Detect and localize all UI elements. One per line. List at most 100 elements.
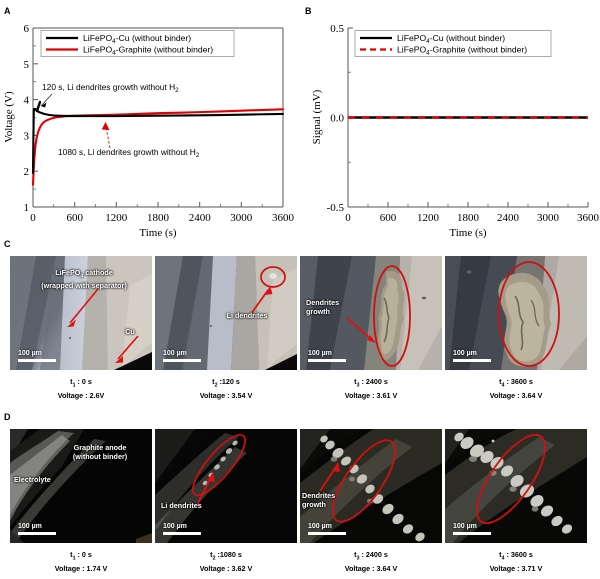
- frame-c3[interactable]: Dendrites growth 100 µm: [300, 256, 442, 370]
- caption-c1: t1 : 0 s Voltage : 2.6V: [57, 377, 105, 400]
- panel-a-ytick-3: 4: [24, 95, 30, 107]
- frame-c1[interactable]: LiFePO4 cathode (wrapped with separator)…: [10, 256, 152, 370]
- frame-c2[interactable]: Li dendrites 100 µm: [155, 256, 297, 370]
- frame-d2[interactable]: Li dendrites 100 µm: [155, 429, 297, 543]
- electrolyte-label: Electrolyte: [14, 475, 51, 484]
- panel-label-a: A: [4, 6, 11, 16]
- panel-a-xlabel: Time (s): [139, 227, 177, 239]
- panel-a-legend-1-pre: LiFePO: [83, 45, 112, 55]
- panel-a-annotation-graphite: 1080 s, Li dendrites growth without H2: [58, 122, 200, 159]
- scale-bar: 100 µm: [453, 350, 491, 362]
- frame-d1-image: [10, 429, 152, 543]
- svg-text:LiFePO4-Cu (without binder): LiFePO4-Cu (without binder): [83, 33, 191, 45]
- panel-label-c: C: [4, 239, 11, 249]
- frame-c3-image: [300, 256, 442, 370]
- frame-c4-image: [445, 256, 587, 370]
- annot-cu-text: 120 s, Li dendrites growth without H: [42, 82, 175, 92]
- panel-b-legend-1-sub: 4: [426, 50, 430, 57]
- frame-d1[interactable]: Graphite anode (without binder) Electrol…: [10, 429, 152, 543]
- panel-b-xtick-0: 0: [345, 212, 351, 224]
- panel-a-legend-0-sub: 4: [112, 38, 116, 45]
- scale-bar: 100 µm: [453, 523, 491, 535]
- svg-text:LiFePO4-Graphite (without bind: LiFePO4-Graphite (without binder): [397, 45, 527, 57]
- frame-d4[interactable]: 100 µm: [445, 429, 587, 543]
- panel-b-xtick-3: 1800: [457, 212, 480, 224]
- panel-a-legend-1-post: -Graphite (without binder): [116, 45, 214, 55]
- panel-b-ytick-0: -0.5: [327, 202, 345, 214]
- panel-a-legend-0-post: -Cu (without binder): [116, 33, 192, 43]
- frame-d4-image: [445, 429, 587, 543]
- panel-a-series: [31, 107, 285, 186]
- panel-a-axes: [32, 27, 284, 208]
- panel-label-b: B: [305, 6, 312, 16]
- caption-d4: t4 : 3600 s Voltage : 3.71 V: [489, 550, 543, 573]
- panel-a-xtick-6: 3600: [272, 212, 295, 224]
- panel-a-ytick-0: 1: [24, 202, 30, 214]
- li-dendrites-label: Li dendrites: [226, 311, 268, 320]
- scale-bar: 100 µm: [163, 350, 201, 362]
- panel-a-ytick-4: 5: [24, 59, 30, 71]
- svg-text:1080 s, Li dendrites growth wi: 1080 s, Li dendrites growth without H2: [58, 147, 200, 159]
- panel-a-legend-1-sub: 4: [112, 50, 116, 57]
- frame-c4[interactable]: 100 µm: [445, 256, 587, 370]
- panel-b-legend-1-pre: LiFePO: [397, 45, 426, 55]
- frame-d3[interactable]: Dendrites growth 100 µm: [300, 429, 442, 543]
- panel-b-legend: LiFePO4-Cu (without binder) LiFePO4-Grap…: [354, 30, 552, 57]
- panel-b-ylabel: Signal (mV): [311, 89, 323, 144]
- panel-b-xtick-1: 600: [380, 212, 397, 224]
- panel-b-chart: -0.5 0.0 0.5 0 600 1200 1800 2400 3000 3…: [300, 10, 600, 240]
- panel-a-xtick-2: 1200: [105, 212, 128, 224]
- caption-c4: t4 : 3600 s Voltage : 3.64 V: [489, 377, 543, 400]
- panel-a-xtick-3: 1800: [147, 212, 170, 224]
- panel-b-ytick-1: 0.0: [330, 113, 344, 125]
- cu-label: Cu: [125, 327, 135, 336]
- panel-b-legend-1-post: -Graphite (without binder): [430, 45, 528, 55]
- panel-a-xtick-0: 0: [30, 212, 36, 224]
- svg-text:120 s, Li dendrites growth wit: 120 s, Li dendrites growth without H2: [42, 82, 179, 94]
- panel-b-xtick-4: 2400: [497, 212, 520, 224]
- frame-c1-image: [10, 256, 152, 370]
- panel-a-legend-0-pre: LiFePO: [83, 33, 112, 43]
- annot-gr-sub: 2: [196, 152, 200, 159]
- caption-d2: t2 :1080 s Voltage : 3.62 V: [199, 550, 253, 573]
- caption-c3: t3 : 2400 s Voltage : 3.61 V: [344, 377, 398, 400]
- dendrites-growth-label: Dendrites growth: [306, 298, 340, 316]
- panel-a-xtick-4: 2400: [189, 212, 212, 224]
- panel-a-xtick-5: 3000: [230, 212, 253, 224]
- caption-d3: t3 : 2400 s Voltage : 3.64 V: [344, 550, 398, 573]
- scale-bar: 100 µm: [18, 523, 56, 535]
- cathode-label: LiFePO4 cathode (wrapped with separator): [41, 268, 127, 291]
- panel-b-xtick-2: 1200: [417, 212, 440, 224]
- panel-a-legend: LiFePO4-Cu (without binder) LiFePO4-Grap…: [40, 30, 235, 57]
- panel-a-ytick-2: 3: [24, 130, 30, 142]
- annot-gr-text: 1080 s, Li dendrites growth without H: [58, 147, 196, 157]
- caption-c2: t2 :120 s Voltage : 3.54 V: [199, 377, 253, 400]
- panel-a-annotation-cu: 120 s, Li dendrites growth without H2: [35, 82, 179, 113]
- svg-text:LiFePO4-Cu (without binder): LiFePO4-Cu (without binder): [397, 33, 505, 45]
- panel-b-xtick-6: 3600: [577, 212, 600, 224]
- panel-a-ylabel: Voltage (V): [3, 91, 15, 143]
- panel-b-xtick-5: 3000: [537, 212, 560, 224]
- panel-b-legend-0-pre: LiFePO: [397, 33, 426, 43]
- frame-c2-image: [155, 256, 297, 370]
- panel-a-ytick-1: 2: [24, 166, 30, 178]
- li-dendrites-label: Li dendrites: [161, 501, 202, 510]
- frame-d3-image: [300, 429, 442, 543]
- graphite-anode-label: Graphite anode (without binder): [72, 443, 128, 461]
- panel-a-xtick-1: 600: [66, 212, 83, 224]
- panel-a-ytick-5: 6: [24, 23, 30, 35]
- panel-label-d: D: [4, 412, 11, 422]
- scale-bar: 100 µm: [163, 523, 201, 535]
- svg-text:LiFePO4-Graphite (without bind: LiFePO4-Graphite (without binder): [83, 45, 213, 57]
- panel-b-legend-0-post: -Cu (without binder): [430, 33, 506, 43]
- dendrites-growth-label: Dendrites growth: [302, 491, 336, 509]
- scale-bar: 100 µm: [18, 350, 56, 362]
- scale-bar: 100 µm: [308, 523, 346, 535]
- panel-b-legend-0-sub: 4: [426, 38, 430, 45]
- frame-d2-image: [155, 429, 297, 543]
- panel-a-chart: 1 2 3 4 5 6 0 600 1200 1800 2400 3000 36…: [0, 10, 300, 240]
- annot-cu-sub: 2: [175, 87, 179, 94]
- panel-b-xlabel: Time (s): [449, 227, 487, 239]
- panel-b-ytick-2: 0.5: [330, 23, 344, 35]
- caption-d1: t1 : 0 s Voltage : 1.74 V: [54, 550, 108, 573]
